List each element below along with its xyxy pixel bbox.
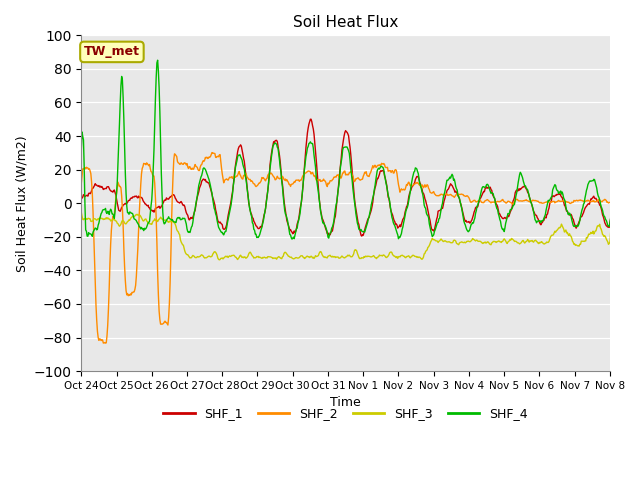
SHF_2 [480, 200, 488, 205]
SHF_2 [216, 152, 224, 157]
SHF_4 [77, 148, 85, 154]
SHF_2 [102, 340, 109, 346]
SHF_3 [77, 209, 85, 215]
SHF_3 [538, 239, 545, 244]
SHF_1 [603, 223, 611, 229]
Legend: SHF_1, SHF_2, SHF_3, SHF_4: SHF_1, SHF_2, SHF_3, SHF_4 [158, 402, 533, 425]
SHF_3 [192, 255, 200, 261]
X-axis label: Time: Time [330, 396, 361, 409]
SHF_2 [193, 164, 200, 169]
SHF_3 [602, 236, 610, 242]
SHF_4 [480, 184, 488, 190]
SHF_3 [607, 229, 614, 235]
Line: SHF_3: SHF_3 [81, 212, 611, 260]
SHF_4 [154, 57, 161, 63]
SHF_1 [538, 219, 546, 225]
SHF_4 [538, 218, 546, 224]
SHF_3 [307, 253, 315, 259]
SHF_1 [358, 233, 365, 239]
SHF_1 [607, 216, 614, 221]
Text: TW_met: TW_met [84, 46, 140, 59]
SHF_4 [288, 236, 296, 242]
SHF_4 [607, 215, 614, 221]
SHF_3 [215, 256, 223, 262]
Title: Soil Heat Flux: Soil Heat Flux [293, 15, 398, 30]
SHF_3 [216, 257, 223, 263]
SHF_2 [308, 170, 316, 176]
SHF_2 [538, 200, 546, 206]
Y-axis label: Soil Heat Flux (W/m2): Soil Heat Flux (W/m2) [15, 135, 28, 272]
SHF_1 [480, 189, 488, 194]
SHF_2 [208, 150, 216, 156]
SHF_4 [193, 197, 200, 203]
SHF_1 [215, 219, 223, 225]
SHF_1 [77, 196, 85, 202]
Line: SHF_2: SHF_2 [81, 153, 611, 343]
SHF_1 [307, 116, 315, 122]
SHF_4 [308, 141, 316, 146]
Line: SHF_4: SHF_4 [81, 60, 611, 239]
SHF_2 [77, 180, 85, 186]
Line: SHF_1: SHF_1 [81, 119, 611, 236]
SHF_4 [603, 220, 611, 226]
SHF_1 [307, 116, 314, 122]
SHF_4 [216, 226, 223, 232]
SHF_3 [479, 240, 487, 246]
SHF_2 [607, 199, 614, 205]
SHF_2 [603, 200, 611, 205]
SHF_1 [192, 203, 200, 208]
